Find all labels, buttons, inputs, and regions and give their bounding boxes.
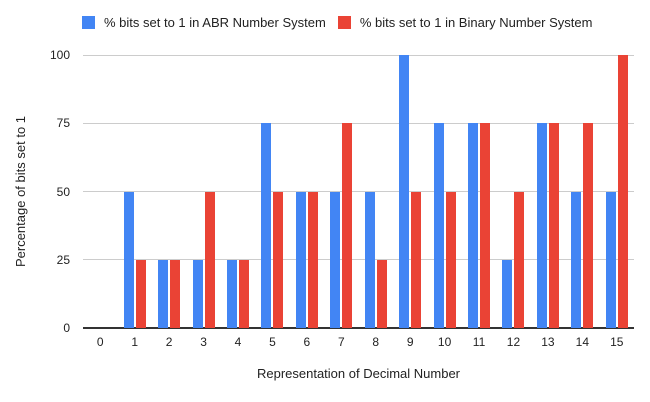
- gridline-25: [83, 259, 634, 261]
- legend-swatch-1: [337, 16, 351, 29]
- bar-series1-cat4: [238, 259, 249, 328]
- legend-item-1: % bits set to 1 in Binary Number System: [337, 15, 593, 30]
- bar-series1-cat7: [342, 123, 353, 328]
- y-tick-label-100: 100: [49, 48, 70, 62]
- bar-series0-cat10: [433, 123, 444, 328]
- y-axis-title-wrap: Percentage of bits set to 1: [6, 55, 36, 328]
- plot-area: 0 1 2 3 4 5 6 7 8 9 10 11 12 13 14 15: [83, 54, 634, 349]
- legend-label-1: % bits set to 1 in Binary Number System: [359, 15, 593, 30]
- x-tick-label-8: 8: [372, 335, 380, 349]
- bar-series0-cat5: [261, 123, 272, 328]
- legend-swatch-0: [82, 16, 95, 29]
- x-tick-label-7: 7: [337, 335, 345, 349]
- bar-series0-cat9: [399, 55, 410, 328]
- y-axis-ticks: 0 25 50 75 100: [0, 48, 70, 335]
- x-axis-line: [83, 327, 634, 329]
- x-tick-label-1: 1: [131, 335, 138, 349]
- gridline-100: [83, 54, 634, 56]
- bar-series0-cat14: [571, 191, 582, 328]
- x-tick-label-10: 10: [437, 335, 452, 349]
- bar-series0-cat7: [330, 191, 341, 328]
- bar-series1-cat9: [411, 191, 422, 328]
- bar-series0-cat2: [158, 259, 169, 328]
- legend-item-0: % bits set to 1 in ABR Number System: [82, 15, 326, 30]
- y-axis-title: Percentage of bits set to 1: [13, 115, 29, 268]
- bar-series1-cat2: [170, 259, 181, 328]
- x-tick-label-6: 6: [303, 335, 311, 349]
- bar-series1-cat15: [617, 55, 628, 328]
- bar-series1-cat10: [445, 191, 456, 328]
- x-tick-label-12: 12: [506, 335, 521, 349]
- bar-series1-cat5: [273, 191, 284, 328]
- chart-legend: % bits set to 1 in ABR Number System % bi…: [82, 15, 592, 30]
- bar-series1-cat3: [204, 191, 215, 328]
- y-tick-label-75: 75: [56, 116, 70, 131]
- bar-series1-cat8: [376, 259, 387, 328]
- x-tick-label-2: 2: [165, 335, 173, 349]
- bar-series1-cat14: [583, 123, 594, 328]
- bar-series0-cat4: [226, 259, 237, 328]
- y-tick-label-0: 0: [63, 321, 70, 335]
- bar-series0-cat12: [502, 259, 513, 328]
- bar-series0-cat6: [295, 191, 306, 328]
- x-tick-label-5: 5: [269, 335, 276, 349]
- bar-series0-cat11: [468, 123, 479, 328]
- bar-series0-cat15: [605, 191, 616, 328]
- gridline-50: [83, 191, 634, 192]
- y-tick-label-50: 50: [56, 184, 70, 199]
- x-tick-label-15: 15: [610, 335, 624, 349]
- x-tick-label-14: 14: [575, 335, 590, 349]
- bar-series0-cat3: [192, 259, 203, 328]
- x-tick-label-4: 4: [234, 335, 242, 349]
- y-tick-label-25: 25: [56, 252, 70, 267]
- x-tick-label-13: 13: [541, 335, 555, 349]
- x-tick-label-3: 3: [200, 335, 207, 349]
- x-axis-title: Representation of Decimal Number: [256, 366, 461, 381]
- bar-series1-cat1: [135, 259, 146, 328]
- bar-series0-cat8: [364, 191, 375, 328]
- bar-series1-cat13: [548, 123, 559, 328]
- bar-series0-cat13: [536, 123, 547, 328]
- gridline-75: [83, 122, 634, 124]
- bar-series1-cat11: [480, 123, 491, 328]
- legend-label-0: % bits set to 1 in ABR Number System: [104, 15, 326, 30]
- bar-series0-cat1: [123, 191, 134, 328]
- x-tick-label-9: 9: [406, 335, 414, 349]
- x-tick-label-11: 11: [472, 335, 486, 349]
- bar-series1-cat6: [307, 191, 318, 328]
- bar-series1-cat12: [514, 191, 525, 328]
- x-tick-label-0: 0: [96, 335, 104, 349]
